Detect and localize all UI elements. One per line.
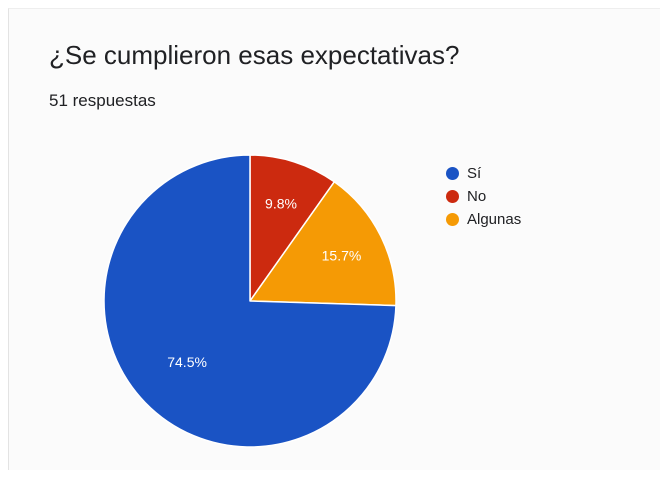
question-title: ¿Se cumplieron esas expectativas? [49, 40, 460, 70]
legend-label: Algunas [467, 211, 522, 228]
legend-swatch [446, 190, 459, 203]
legend-swatch [446, 167, 459, 180]
legend-label: Sí [467, 165, 482, 182]
legend-item[interactable]: Sí [446, 162, 521, 185]
slice-label: 15.7% [322, 248, 362, 264]
legend-item[interactable]: No [446, 185, 521, 208]
legend-item[interactable]: Algunas [446, 208, 521, 231]
pie-slice-s-[interactable] [103, 154, 397, 448]
slice-label: 74.5% [167, 354, 207, 370]
legend-label: No [467, 188, 487, 205]
slice-label: 9.8% [265, 196, 297, 212]
pie-slice-no[interactable] [249, 154, 336, 302]
pie-slice-algunas[interactable] [249, 181, 397, 307]
legend: Sí No Algunas [446, 162, 521, 231]
legend-swatch [446, 213, 459, 226]
response-count: 51 respuestas [49, 91, 156, 110]
